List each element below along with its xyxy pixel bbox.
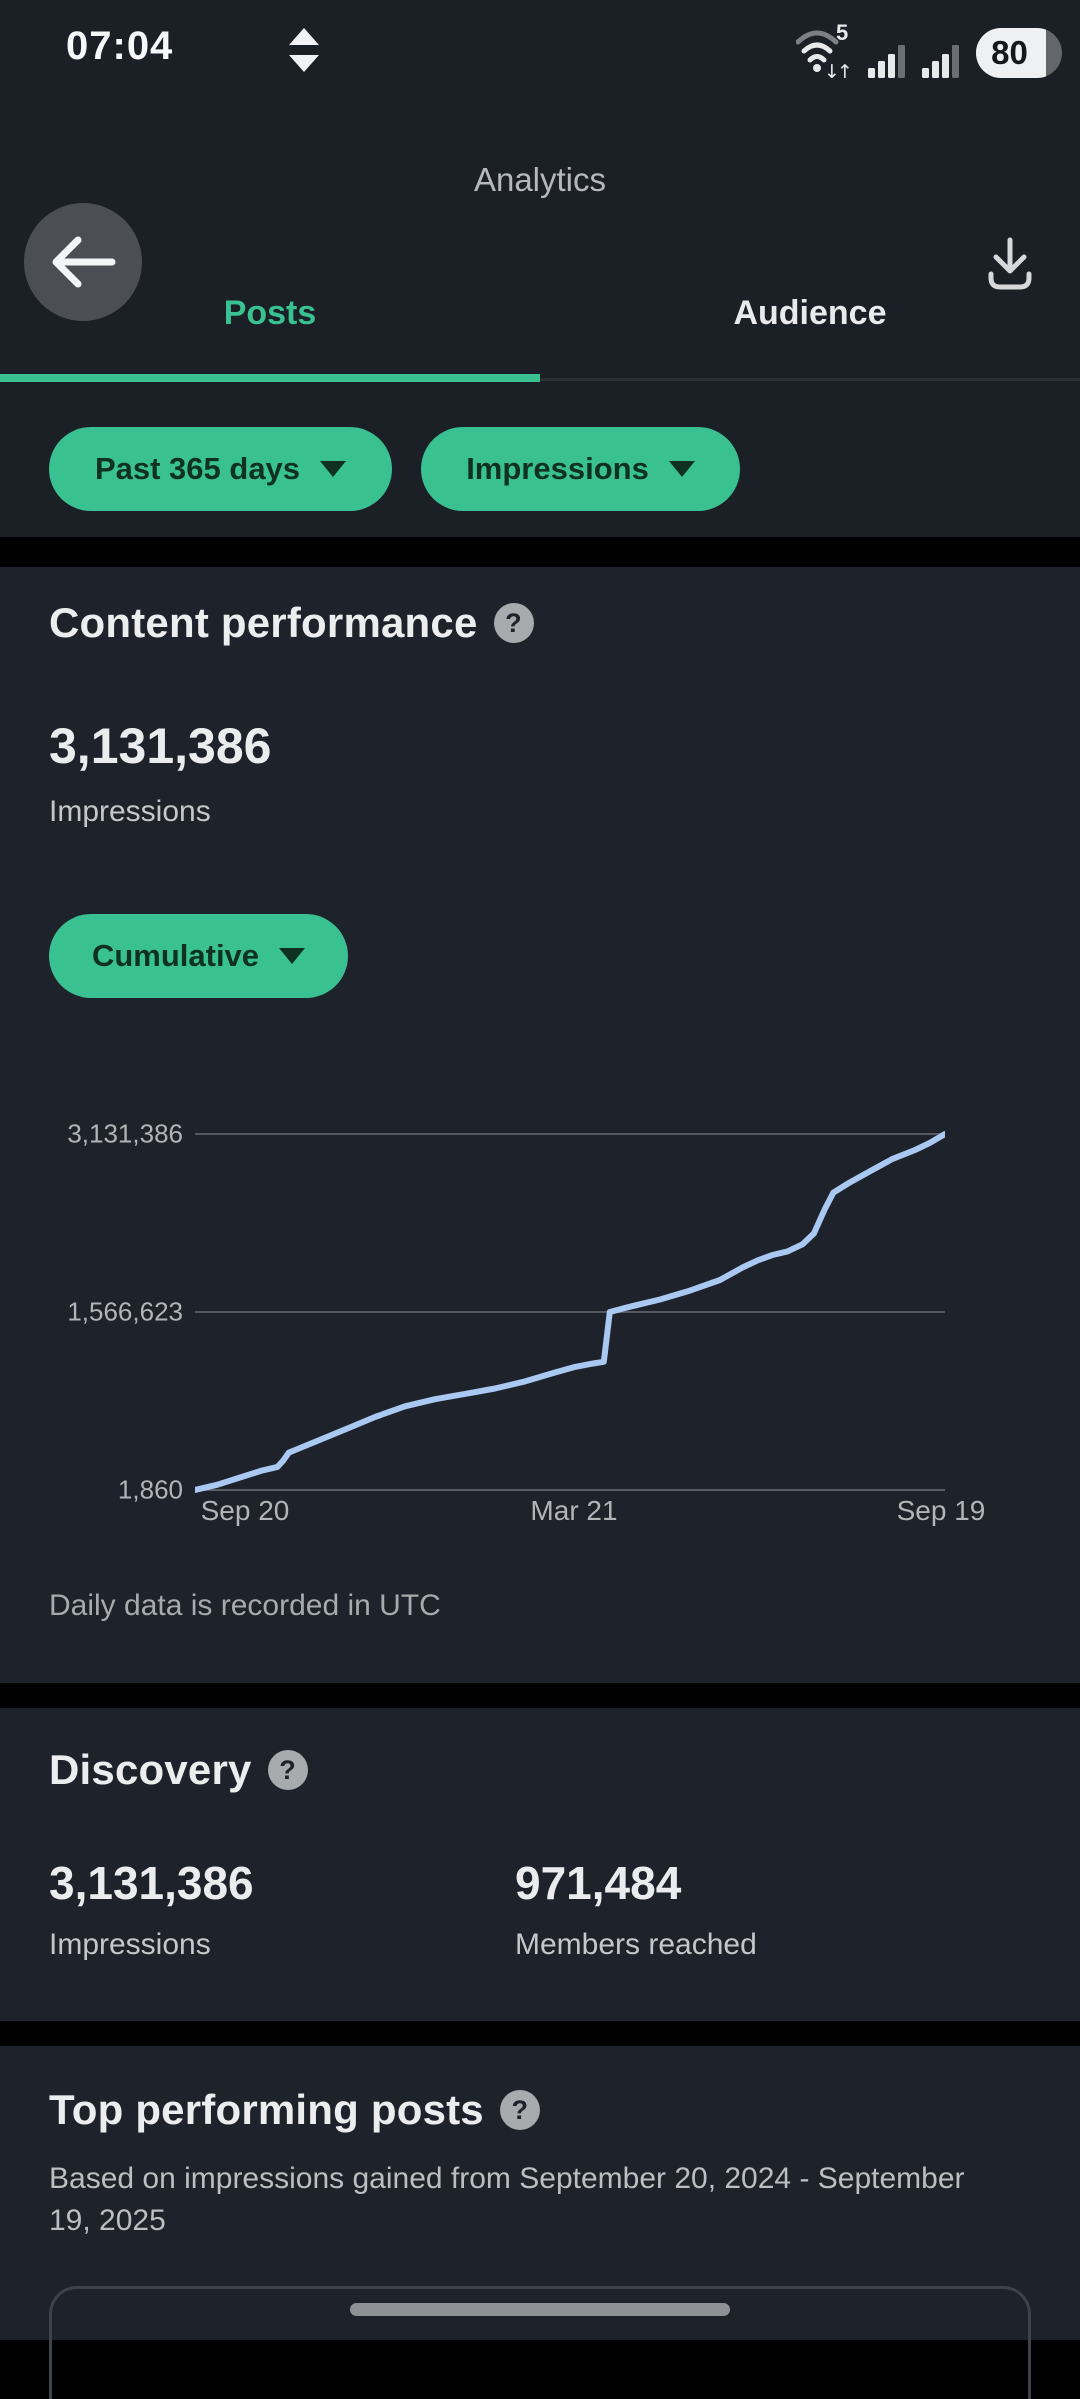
- help-icon[interactable]: ?: [267, 1750, 308, 1790]
- cumulative-selector[interactable]: Cumulative: [49, 914, 348, 998]
- date-range-label: Past 365 days: [94, 451, 301, 486]
- page-title: Analytics: [473, 161, 607, 198]
- content-performance-title: Content performance: [49, 599, 478, 646]
- tab-bar-divider: [0, 378, 1080, 381]
- metric-filter[interactable]: Impressions: [421, 427, 740, 511]
- date-range-filter[interactable]: Past 365 days: [49, 427, 392, 511]
- battery-percent: 80: [991, 34, 1028, 71]
- section-title: Top performing posts ?: [49, 2086, 540, 2134]
- section-title: Discovery ?: [49, 1746, 308, 1794]
- stat-value: 3,131,386: [49, 1857, 254, 1909]
- gesture-handle-bar[interactable]: [350, 2303, 730, 2316]
- impressions-total: 3,131,386: [49, 718, 272, 774]
- active-tab-underline: [0, 374, 540, 382]
- discovery-title: Discovery: [49, 1746, 252, 1793]
- wifi-icon: 5 ↓ ↑: [796, 22, 853, 78]
- stat-label: Impressions: [49, 1928, 211, 1961]
- top-posts-section: Top performing posts ? Based on impressi…: [0, 2046, 1080, 2399]
- cumulative-impressions-line: [195, 1131, 945, 1493]
- back-arrow-icon: [52, 236, 116, 288]
- svg-text:↓: ↓: [824, 61, 840, 78]
- x-tick: Sep 19: [896, 1495, 986, 1526]
- app-header: Analytics: [0, 96, 1080, 321]
- impressions-total-label: Impressions: [49, 795, 211, 828]
- stat-value: 971,484: [515, 1857, 682, 1909]
- battery-indicator: 80: [976, 28, 1062, 78]
- metric-filter-label: Impressions: [466, 451, 649, 486]
- chevron-down-icon: [320, 461, 347, 477]
- stat-label: Members reached: [515, 1928, 757, 1961]
- cumulative-label: Cumulative: [91, 938, 260, 973]
- discovery-stat-impressions: 3,131,386 Impressions: [49, 1856, 254, 1962]
- y-tick: 1,566,623: [67, 1296, 183, 1327]
- help-icon[interactable]: ?: [499, 2090, 540, 2130]
- section-title: Content performance ?: [49, 599, 534, 647]
- chevron-down-icon: [279, 948, 306, 964]
- svg-text:↑: ↑: [837, 61, 853, 78]
- status-icons: 5 ↓ ↑ 80: [796, 22, 1062, 78]
- x-tick: Sep 20: [200, 1495, 290, 1526]
- sync-icon: [289, 28, 319, 72]
- top-chrome: 07:04 5 ↓ ↑: [0, 0, 1080, 537]
- discovery-section: Discovery ? 3,131,386 Impressions 971,48…: [0, 1708, 1080, 2021]
- download-icon: [988, 237, 1032, 290]
- top-posts-title: Top performing posts: [49, 2086, 484, 2133]
- utc-footnote: Daily data is recorded in UTC: [49, 1589, 441, 1622]
- signal-bars-icon-sim1: [868, 45, 905, 78]
- chevron-down-icon: [668, 461, 695, 477]
- status-bar: 07:04 5 ↓ ↑: [0, 0, 1080, 96]
- tab-bar: Posts Audience: [0, 246, 1080, 388]
- wifi-gen-label: 5: [836, 22, 848, 45]
- download-button[interactable]: [984, 236, 1036, 295]
- line-chart-canvas: [195, 1131, 945, 1493]
- discovery-stat-members-reached: 971,484 Members reached: [515, 1856, 757, 1962]
- filter-row: Past 365 days Impressions: [0, 427, 1080, 511]
- content-performance-section: Content performance ? 3,131,386 Impressi…: [0, 567, 1080, 1683]
- x-tick: Mar 21: [530, 1495, 618, 1526]
- signal-bars-icon-sim2: [922, 45, 959, 78]
- back-button[interactable]: [24, 203, 142, 321]
- help-icon[interactable]: ?: [493, 603, 534, 643]
- tab-posts[interactable]: Posts: [223, 293, 317, 332]
- battery-fill: [976, 28, 1046, 78]
- top-posts-subtitle: Based on impressions gained from Septemb…: [49, 2162, 965, 2237]
- clock: 07:04: [66, 24, 174, 68]
- y-tick: 1,860: [117, 1474, 183, 1505]
- tab-audience[interactable]: Audience: [733, 293, 887, 332]
- y-tick: 3,131,386: [67, 1118, 183, 1149]
